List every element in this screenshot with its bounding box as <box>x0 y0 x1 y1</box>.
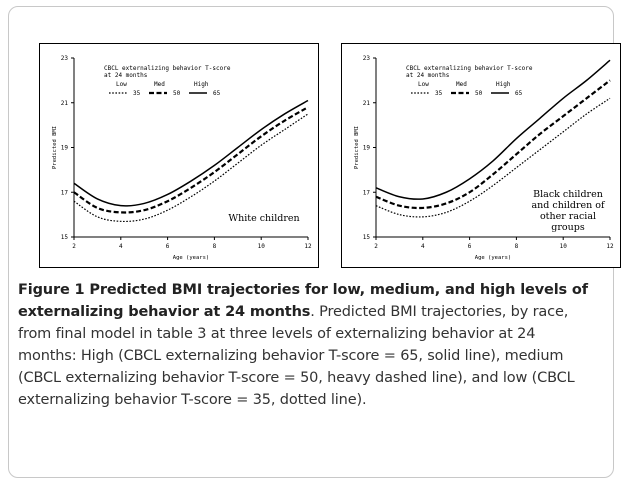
y-tick-label: 21 <box>363 100 371 107</box>
legend-header: High <box>496 81 511 88</box>
y-tick-label: 23 <box>61 55 69 62</box>
y-axis-label: Predicted BMI <box>52 126 58 169</box>
caption-body: . Predicted BMI trajectories, by race, f… <box>18 304 575 408</box>
x-tick-label: 12 <box>606 243 614 250</box>
chart-annotation: and children of <box>531 200 606 211</box>
legend-header: Med <box>154 81 165 88</box>
x-axis-label: Age (years) <box>173 255 209 261</box>
x-tick-label: 6 <box>468 243 472 250</box>
legend-header: Low <box>116 81 127 88</box>
x-tick-label: 8 <box>213 243 217 250</box>
legend-header: Low <box>418 81 429 88</box>
series-line-65 <box>73 99 309 207</box>
y-tick-label: 17 <box>363 189 371 196</box>
legend-label: 65 <box>515 90 523 97</box>
chart-annotation: other racial <box>540 211 596 222</box>
x-tick-label: 2 <box>72 243 76 250</box>
chart-annotation: White children <box>228 213 299 224</box>
legend-header: High <box>194 81 209 88</box>
legend-label: 35 <box>435 90 443 97</box>
legend-header: Med <box>456 81 467 88</box>
x-tick-label: 10 <box>560 243 568 250</box>
y-tick-label: 21 <box>61 100 69 107</box>
x-tick-label: 4 <box>421 243 425 250</box>
chart-annotation: Black children <box>533 189 603 200</box>
figure-caption: Figure 1 Predicted BMI trajectories for … <box>18 279 596 411</box>
chart-panel-white: 15 17 19 21 23 2 4 6 8 10 12 Age (years) Predicted B… <box>39 43 319 268</box>
legend-label: 35 <box>133 90 141 97</box>
series-line-50 <box>375 79 611 210</box>
series-line-65 <box>375 59 611 200</box>
legend-title-line2: at 24 months <box>406 72 450 79</box>
caption-title: Figure 1 Predicted BMI trajectories for … <box>18 282 588 320</box>
x-tick-label: 12 <box>304 243 312 250</box>
y-axis-label: Predicted BMI <box>354 126 360 169</box>
bmi-chart-white: 15 17 19 21 23 2 4 6 8 10 12 Age (years) Predicted B… <box>52 55 312 261</box>
y-tick-label: 19 <box>61 145 69 152</box>
legend-label: 65 <box>213 90 221 97</box>
y-tick-label: 15 <box>363 234 371 241</box>
y-tick-label: 19 <box>363 145 371 152</box>
x-axis-label: Age (years) <box>475 255 511 261</box>
figure-container: 15 17 19 21 23 2 4 6 8 10 12 Age (years) Predicted B… <box>8 6 621 478</box>
x-tick-label: 8 <box>515 243 519 250</box>
series-line-35 <box>73 113 309 223</box>
x-tick-label: 6 <box>166 243 170 250</box>
legend-title: CBCL externalizing behavior T-score <box>406 65 533 72</box>
legend-title: CBCL externalizing behavior T-score <box>104 65 231 72</box>
chart-panel-black-other: 15 17 19 21 23 2 4 6 8 10 12 Age (years) Predicted B… <box>341 43 621 268</box>
series-line-35 <box>375 97 611 218</box>
y-tick-label: 15 <box>61 234 69 241</box>
chart-annotation: groups <box>551 222 585 233</box>
series-line-50 <box>73 106 309 214</box>
legend-label: 50 <box>475 90 483 97</box>
y-tick-label: 17 <box>61 189 69 196</box>
y-tick-label: 23 <box>363 55 371 62</box>
x-tick-label: 2 <box>374 243 378 250</box>
x-tick-label: 4 <box>119 243 123 250</box>
legend-title-line2: at 24 months <box>104 72 148 79</box>
legend-label: 50 <box>173 90 181 97</box>
bmi-chart-black-other: 15 17 19 21 23 2 4 6 8 10 12 Age (years) Predicted B… <box>354 55 614 261</box>
x-tick-label: 10 <box>258 243 266 250</box>
